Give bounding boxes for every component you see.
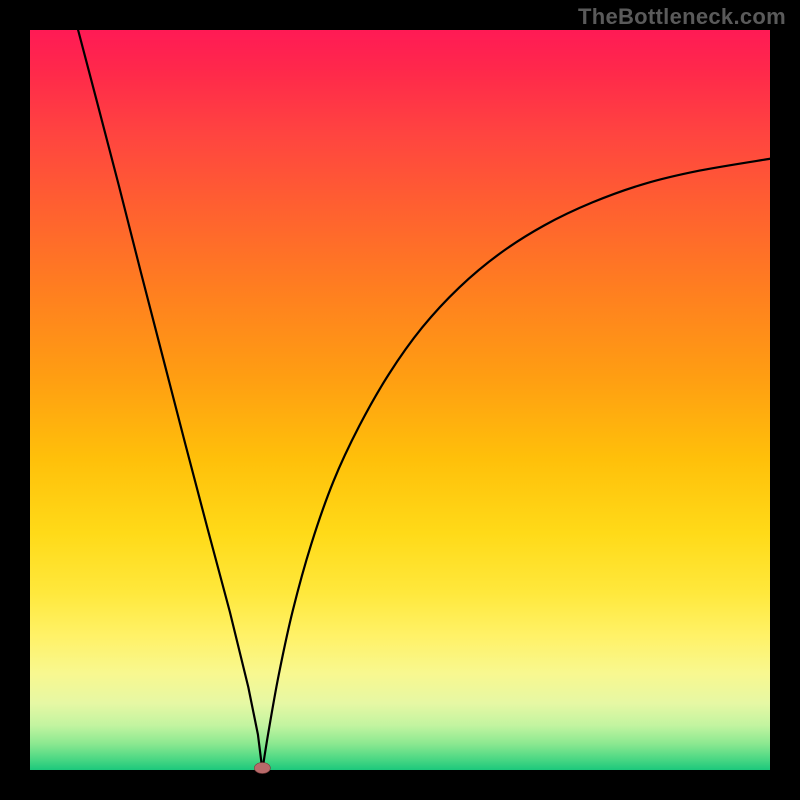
bottleneck-chart xyxy=(0,0,800,800)
figure-container: TheBottleneck.com xyxy=(0,0,800,800)
plot-background xyxy=(30,30,770,770)
optimal-point-marker xyxy=(254,763,270,774)
watermark-text: TheBottleneck.com xyxy=(578,4,786,30)
